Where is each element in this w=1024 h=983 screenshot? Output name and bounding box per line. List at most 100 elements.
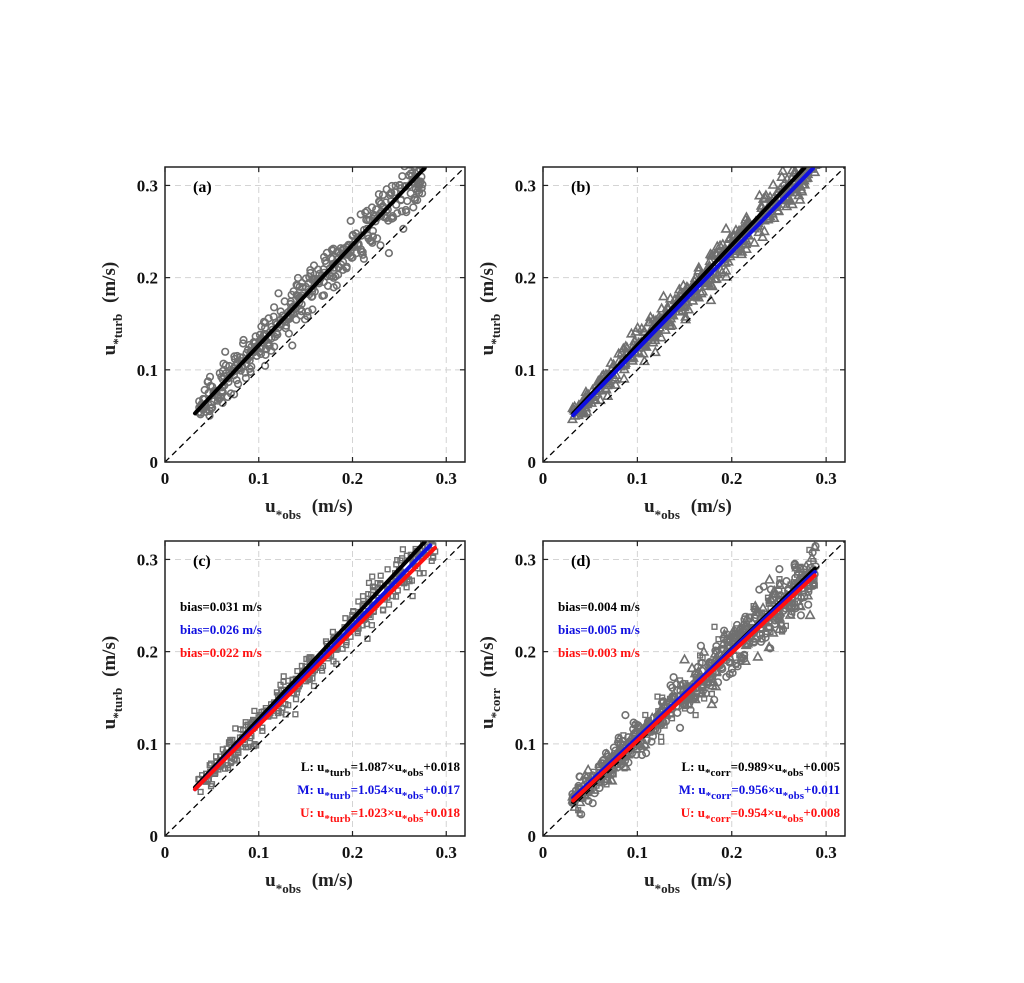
scatter-point bbox=[397, 557, 404, 564]
scatter-point bbox=[369, 573, 376, 580]
scatter-point bbox=[232, 725, 239, 732]
scatter-point bbox=[799, 151, 807, 159]
scatter-point bbox=[373, 234, 382, 243]
scatter-point bbox=[241, 374, 250, 383]
scatter-point bbox=[718, 628, 730, 639]
fit-line bbox=[193, 541, 427, 790]
scatter-point bbox=[356, 210, 365, 219]
scatter-point bbox=[803, 167, 815, 169]
scatter-point bbox=[384, 249, 394, 258]
scatter-point bbox=[810, 167, 822, 169]
scatter-point bbox=[632, 321, 644, 332]
scatter-point bbox=[402, 208, 411, 217]
scatter-point bbox=[765, 597, 772, 604]
scatter-point bbox=[285, 702, 292, 709]
scatter-point bbox=[298, 662, 306, 670]
scatter-point bbox=[782, 576, 791, 586]
scatter-point bbox=[678, 653, 691, 664]
scatter-point bbox=[406, 167, 414, 169]
scatter-point bbox=[403, 584, 410, 591]
fit-line bbox=[193, 167, 427, 416]
scatter-point bbox=[768, 584, 780, 595]
panel-b: 0 0.1 0.2 0.3 0 0.1 0.2 0.3 u*obs (m/s) u*turb (m… bbox=[477, 151, 846, 522]
scatter-point bbox=[319, 662, 327, 670]
scatter-point bbox=[310, 682, 318, 690]
x-tick-label: 0.3 bbox=[436, 469, 457, 488]
scatter-point bbox=[714, 239, 726, 250]
x-tick-label: 0 bbox=[161, 843, 170, 862]
fit-equation: U: u*corr=0.954×u*obs+0.008 bbox=[681, 805, 841, 825]
scatter-point bbox=[400, 167, 409, 171]
scatter-point bbox=[309, 261, 319, 270]
scatter-point bbox=[275, 707, 282, 715]
scatter-point bbox=[735, 629, 742, 636]
scatter-point bbox=[244, 743, 252, 751]
scatter-point bbox=[667, 711, 675, 718]
scatter-point bbox=[292, 711, 299, 718]
scatter-point bbox=[790, 563, 800, 572]
scatter-point bbox=[716, 266, 728, 277]
scatter-point bbox=[590, 768, 597, 775]
scatter-point bbox=[409, 593, 416, 600]
scatter-point bbox=[664, 292, 676, 303]
x-tick-label: 0.2 bbox=[342, 469, 363, 488]
scatter-point bbox=[804, 609, 816, 620]
y-tick-label: 0.1 bbox=[515, 361, 536, 380]
scatter-point bbox=[368, 226, 378, 235]
scatter-point bbox=[707, 676, 719, 687]
scatter-point bbox=[285, 677, 292, 684]
scatter-point bbox=[666, 319, 678, 330]
scatter-point bbox=[259, 724, 266, 731]
y-tick-label: 0.2 bbox=[515, 269, 536, 288]
scatter-point bbox=[720, 222, 732, 233]
scatter-point bbox=[389, 593, 396, 600]
scatter-point bbox=[796, 611, 806, 620]
x-axis-label: u*obs (m/s) bbox=[644, 496, 732, 522]
panel-c: 0 0.1 0.2 0.3 0 0.1 0.2 0.3 u*obs (m/s) u*turb (m… bbox=[99, 540, 466, 896]
scatter-point bbox=[329, 628, 337, 636]
scatter-point bbox=[267, 334, 276, 343]
scatter-point bbox=[405, 576, 413, 583]
scatter-point bbox=[242, 719, 249, 726]
scatter-point bbox=[429, 554, 437, 561]
scatter-point bbox=[419, 154, 426, 161]
scatter-point bbox=[577, 406, 589, 417]
scatter-point bbox=[259, 727, 266, 735]
scatter-point bbox=[404, 158, 411, 165]
scatter-point bbox=[394, 557, 401, 564]
scatter-point bbox=[648, 732, 658, 741]
x-tick-label: 0.1 bbox=[627, 843, 648, 862]
scatter-point bbox=[618, 372, 630, 383]
scatter-point bbox=[632, 745, 641, 754]
scatter-point bbox=[334, 270, 343, 279]
scatter-point bbox=[292, 315, 301, 324]
scatter-point bbox=[733, 662, 742, 671]
scatter-point bbox=[413, 196, 422, 205]
panel-a: 0 0.1 0.2 0.3 0 0.1 0.2 0.3 u*obs (m/s) u*turb (m… bbox=[99, 154, 466, 522]
scatter-point bbox=[645, 717, 652, 724]
scatter-point bbox=[711, 623, 718, 630]
scatter-point bbox=[387, 188, 396, 197]
scatter-point bbox=[696, 285, 709, 296]
scatter-point bbox=[800, 167, 813, 170]
scatter-point bbox=[392, 593, 400, 600]
scatter-point bbox=[647, 737, 656, 746]
bias-label: bias=0.003 m/s bbox=[558, 645, 640, 660]
scatter-point bbox=[668, 683, 677, 692]
x-tick-label: 0.1 bbox=[627, 469, 648, 488]
scatter-point bbox=[806, 551, 818, 562]
scatter-point bbox=[766, 644, 775, 653]
scatter-point bbox=[566, 413, 579, 424]
scatter-point bbox=[234, 379, 243, 389]
scatter-point bbox=[576, 810, 583, 817]
scatter-point bbox=[642, 736, 651, 745]
scatter-point bbox=[740, 238, 752, 249]
scatter-point bbox=[325, 271, 335, 281]
scatter-point bbox=[705, 294, 717, 305]
scatter-point bbox=[359, 593, 367, 600]
scatter-point bbox=[748, 236, 760, 247]
scatter-point bbox=[364, 234, 373, 243]
scatter-point bbox=[702, 277, 714, 288]
scatter-point bbox=[693, 662, 703, 672]
scatter-point bbox=[772, 205, 784, 216]
